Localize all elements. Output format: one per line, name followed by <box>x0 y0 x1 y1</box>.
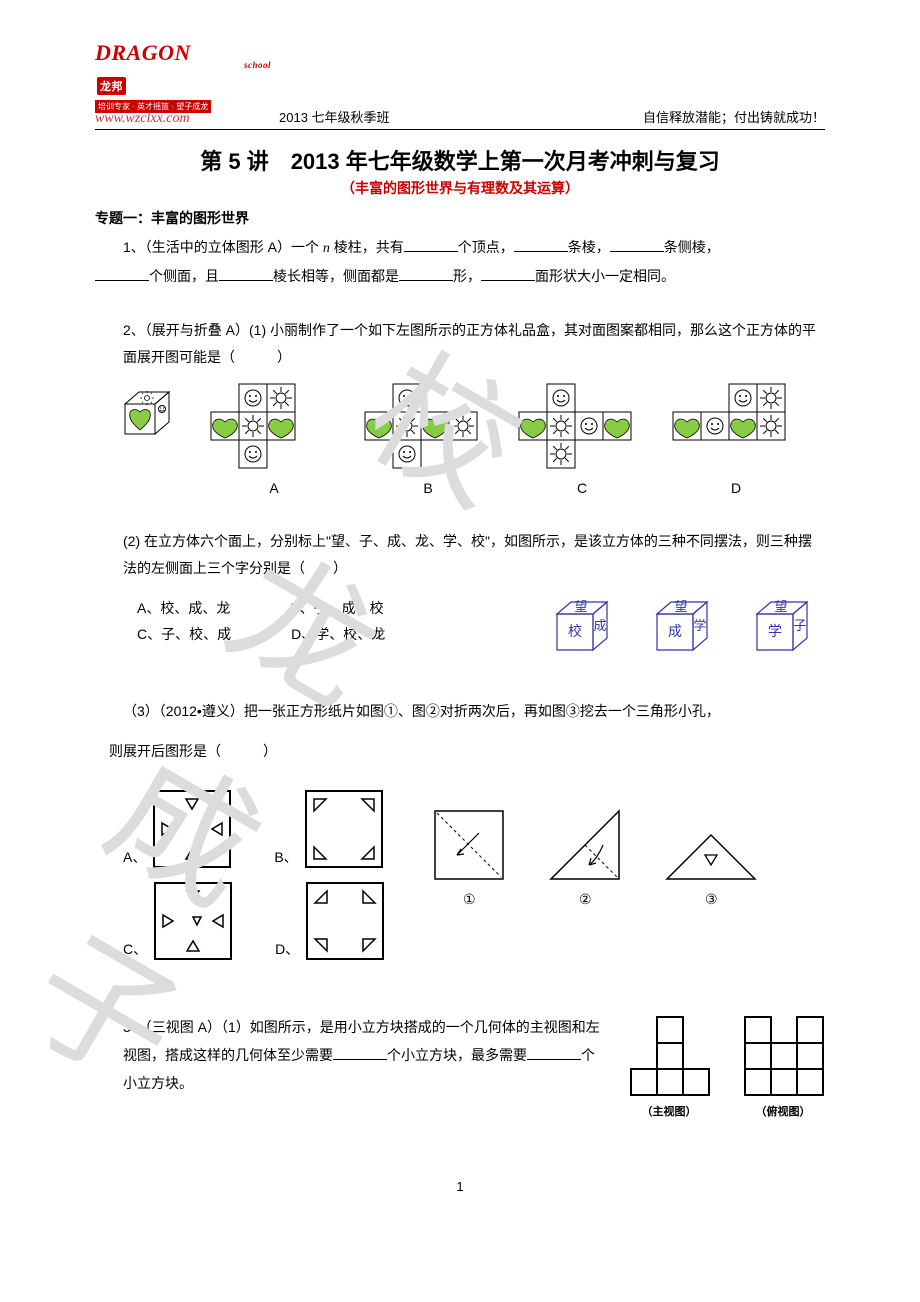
cube-nets-row: A B C D <box>95 382 825 496</box>
choice-a <box>150 787 234 871</box>
choice-label-a: A、 <box>123 847 146 871</box>
fold-label: ② <box>579 891 592 908</box>
blank <box>404 238 458 252</box>
problem-2-2: (2) 在立方体六个面上，分别标上"望、子、成、龙、学、校"，如图所示，是该立方… <box>95 528 825 581</box>
option-label: B <box>423 480 432 496</box>
svg-text:子: 子 <box>793 618 806 633</box>
problem-3: 3、（三视图 A）（1）如图所示，是用小立方块搭成的一个几何体的主视图和左视图，… <box>95 1013 825 1119</box>
caption-top: （俯视图） <box>756 1103 811 1119</box>
text: (2) 在立方体六个面上，分别标上"望、子、成、龙、学、校"，如图所示，是该立方… <box>123 533 812 576</box>
logo-text: DRAGON <box>95 40 191 65</box>
fold-2 <box>545 805 625 885</box>
problem-1: 1、（生活中的立体图形 A）一个 n 棱柱，共有 个顶点， 条棱， 条侧棱， 个侧面，… <box>95 234 825 289</box>
caption-front: （主视图） <box>642 1103 697 1119</box>
text: 面形状大小一定相同。 <box>535 268 675 284</box>
page: 校 龙 成 子 DRAGONschool 龙邦 培训专家 · 英才摇篮 · 望子… <box>0 0 920 1302</box>
top-view <box>741 1013 825 1097</box>
text: 则展开后图形是（ ） <box>95 736 825 767</box>
cube-net-a <box>209 382 339 472</box>
blank <box>333 1046 387 1060</box>
text: 条棱， <box>568 239 610 255</box>
option-b: B、子、成、校 <box>290 598 383 618</box>
cube-net-c <box>517 382 647 472</box>
problem-2-3: （3）（2012•遵义）把一张正方形纸片如图①、图②对折两次后，再如图③挖去一个… <box>95 698 825 725</box>
option-label: C <box>577 480 587 496</box>
logo-block: DRAGONschool 龙邦 培训专家 · 英才摇篮 · 望子成龙 www.w… <box>95 40 275 127</box>
choice-b <box>302 787 386 871</box>
text: 个侧面，且 <box>149 268 219 284</box>
svg-text:望: 望 <box>774 599 787 614</box>
option-label: D <box>731 480 741 496</box>
logo-url: www.wzclxx.com <box>95 111 275 127</box>
fold-label: ① <box>463 891 476 908</box>
blank <box>219 267 273 281</box>
problem-2-1: 2、（展开与折叠 A）(1) 小丽制作了一个如下左图所示的正方体礼品盒，其对面图… <box>95 317 825 370</box>
cube-net-b <box>363 382 493 472</box>
choice-label-b: B、 <box>274 847 297 871</box>
choice-label-d: D、 <box>275 939 299 963</box>
logo-badge: 龙邦 <box>97 77 126 95</box>
cube-variant: 望 成 学 <box>645 594 725 664</box>
option-label: A <box>269 480 278 496</box>
fold-label: ③ <box>705 891 718 908</box>
text: 条侧棱， <box>664 239 720 255</box>
option-c: C、子、校、成 <box>137 624 231 644</box>
cube-variant: 望 校 成 <box>545 594 625 664</box>
header-mid: 2013 七年级秋季班 <box>275 107 390 127</box>
svg-text:校: 校 <box>568 623 582 639</box>
svg-text:学: 学 <box>768 623 782 639</box>
svg-text:望: 望 <box>574 599 587 614</box>
front-view <box>627 1013 711 1097</box>
fold-3 <box>661 825 761 885</box>
option-d: D、学、校、龙 <box>291 624 385 644</box>
option-a: A、校、成、龙 <box>137 598 230 618</box>
cube-net-d <box>671 382 801 472</box>
blank <box>610 238 664 252</box>
blank <box>514 238 568 252</box>
blank <box>481 267 535 281</box>
text: 棱柱，共有 <box>330 239 404 255</box>
text: （3）（2012•遵义）把一张正方形纸片如图①、图②对折两次后，再如图③挖去一个… <box>123 703 720 719</box>
text: 个小立方块，最多需要 <box>387 1047 527 1063</box>
page-title: 第 5 讲 2013 年七年级数学上第一次月考冲刺与复习 <box>95 144 825 176</box>
svg-text:学: 学 <box>693 618 706 633</box>
blank <box>399 267 453 281</box>
fold-1 <box>429 805 509 885</box>
options-block: A、校、成、龙 B、子、成、校 C、子、校、成 D、学、校、龙 望 校 成 望 … <box>95 594 825 664</box>
choice-label-c: C、 <box>123 939 147 963</box>
choice-d <box>303 879 387 963</box>
text: 个顶点， <box>458 239 514 255</box>
svg-text:成: 成 <box>593 618 606 633</box>
cube-variant: 望 学 子 <box>745 594 825 664</box>
choice-c <box>151 879 235 963</box>
page-number: 1 <box>95 1179 825 1194</box>
svg-text:望: 望 <box>674 599 687 614</box>
cube-original <box>115 382 185 452</box>
variable-n: n <box>323 241 330 256</box>
blank <box>527 1046 581 1060</box>
page-subtitle: （丰富的图形世界与有理数及其运算） <box>95 178 825 198</box>
text: 形， <box>453 268 481 284</box>
section-heading: 专题一：丰富的图形世界 <box>95 208 825 228</box>
blank <box>95 267 149 281</box>
text: 1、（生活中的立体图形 A）一个 <box>123 239 323 255</box>
page-header: DRAGONschool 龙邦 培训专家 · 英才摇篮 · 望子成龙 www.w… <box>95 40 825 130</box>
text: 棱长相等，侧面都是 <box>273 268 399 284</box>
header-right: 自信释放潜能；付出铸就成功！ <box>643 107 825 127</box>
fold-sequence: ① ② ③ <box>417 805 761 908</box>
svg-text:成: 成 <box>668 623 682 639</box>
cube-variants: 望 校 成 望 成 学 望 学 子 <box>545 594 825 664</box>
text: 2、（展开与折叠 A）(1) 小丽制作了一个如下左图所示的正方体礼品盒，其对面图… <box>123 322 816 365</box>
